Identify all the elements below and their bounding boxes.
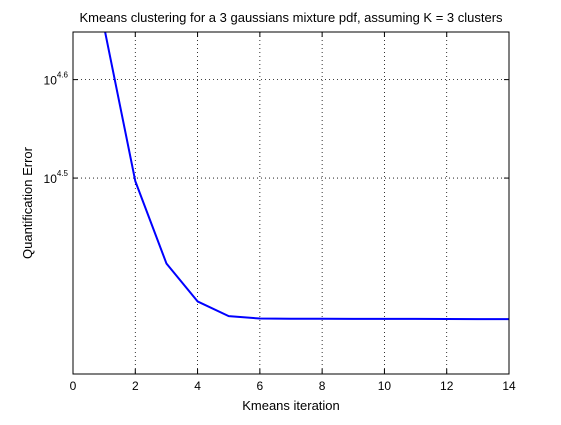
ticks: 0 2 4 6 8 10 12 14 104.5 104.6 <box>44 32 516 393</box>
x-tick-label: 8 <box>319 379 326 393</box>
x-tick-label: 4 <box>194 379 201 393</box>
x-tick-label: 6 <box>257 379 264 393</box>
x-tick-label: 12 <box>440 379 454 393</box>
chart-title: Kmeans clustering for a 3 gaussians mixt… <box>79 10 503 25</box>
x-tick-label: 10 <box>378 379 392 393</box>
grid-lines <box>73 32 509 374</box>
series-line-0 <box>104 32 509 321</box>
plot-area <box>73 32 509 374</box>
x-tick-label: 14 <box>502 379 516 393</box>
y-tick-label: 104.5 <box>44 169 69 186</box>
y-tick-label: 104.6 <box>44 71 69 88</box>
y-axis-label: Quantification Error <box>20 146 35 259</box>
axes-box <box>72 31 510 375</box>
series-layer <box>104 32 509 321</box>
x-tick-label: 0 <box>70 379 77 393</box>
x-tick-label: 2 <box>132 379 139 393</box>
x-axis-label: Kmeans iteration <box>242 398 340 413</box>
